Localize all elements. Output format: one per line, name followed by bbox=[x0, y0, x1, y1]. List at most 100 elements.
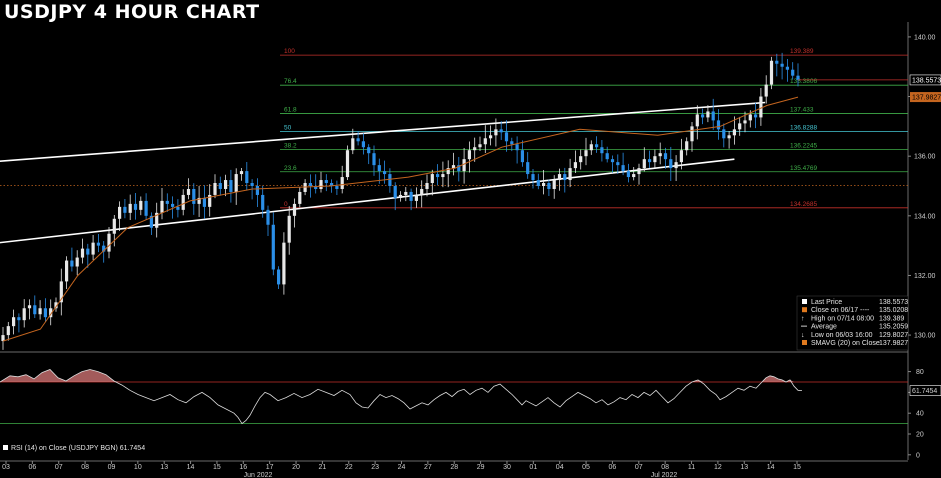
date-tick-label: 22 bbox=[345, 464, 353, 471]
candle-body bbox=[695, 114, 699, 127]
date-tick-label: 01 bbox=[529, 464, 537, 471]
candle bbox=[769, 56, 774, 90]
candle bbox=[75, 250, 79, 276]
candle bbox=[229, 169, 233, 203]
fib-percent-label: 38.2 bbox=[284, 142, 297, 149]
candle bbox=[102, 241, 106, 263]
candle bbox=[489, 125, 493, 146]
legend-value: 137.9827 bbox=[879, 340, 908, 347]
candle-body bbox=[515, 144, 519, 151]
fib-percent-label: 23.6 bbox=[284, 165, 297, 172]
candle bbox=[515, 136, 519, 164]
candle bbox=[663, 147, 668, 169]
candle bbox=[754, 102, 758, 129]
candle bbox=[775, 53, 779, 77]
legend-item: Average 135.2059 bbox=[801, 324, 908, 331]
candle-body bbox=[17, 317, 21, 321]
date-tick-label: 08 bbox=[81, 464, 89, 471]
candle-body bbox=[213, 183, 217, 195]
candle-body bbox=[96, 242, 100, 246]
candle-body bbox=[160, 200, 164, 213]
candle-body bbox=[287, 215, 291, 243]
candle bbox=[695, 105, 699, 140]
candle-body bbox=[351, 138, 355, 151]
candle bbox=[165, 193, 169, 213]
candle-body bbox=[43, 308, 47, 318]
candle bbox=[393, 182, 397, 211]
candle-body bbox=[271, 224, 275, 270]
candle-body bbox=[457, 165, 461, 172]
candle bbox=[727, 130, 731, 149]
candle bbox=[605, 146, 609, 163]
legend-marker bbox=[802, 299, 807, 304]
sma-line bbox=[2, 96, 799, 342]
date-tick-label: 15 bbox=[793, 464, 801, 471]
candle bbox=[213, 174, 217, 199]
candle-body bbox=[451, 165, 456, 169]
date-tick-label: 16 bbox=[239, 464, 247, 471]
candle bbox=[785, 59, 789, 82]
date-axis: 03 06 07 08 09 10 13 14 15 16 17 20 21 22 23 24 27 28 29 30… bbox=[2, 461, 801, 478]
legend-value: 135.0208 bbox=[879, 307, 908, 314]
candle-body bbox=[764, 84, 768, 97]
fib-percent-label: 50 bbox=[284, 124, 292, 131]
candle-body bbox=[314, 186, 318, 189]
price-tick-label: 132.00 bbox=[914, 273, 936, 280]
candle-body bbox=[754, 114, 758, 118]
candle bbox=[49, 299, 53, 326]
candle-body bbox=[261, 194, 265, 210]
candle-body bbox=[669, 159, 673, 169]
date-tick-label: 05 bbox=[582, 464, 590, 471]
candle bbox=[732, 116, 736, 145]
candle bbox=[107, 227, 111, 259]
candle bbox=[12, 309, 16, 335]
candle-body bbox=[70, 260, 74, 267]
candle bbox=[446, 160, 450, 188]
candle bbox=[791, 62, 795, 80]
candle bbox=[345, 145, 350, 181]
candle-body bbox=[658, 153, 662, 157]
candle-body bbox=[118, 206, 122, 219]
candle bbox=[764, 75, 768, 104]
candle-body bbox=[595, 144, 599, 148]
candle-body bbox=[224, 180, 228, 189]
candle-body bbox=[446, 168, 450, 175]
legend-label: Low on 06/03 16:00 bbox=[811, 332, 873, 339]
legend-value: 129.8027 bbox=[879, 332, 908, 339]
rsi-legend: RSI (14) on Close (USDJPY BGN) 61.7454 bbox=[11, 445, 145, 452]
legend-item: ↓ Low on 06/03 16:00 129.8027 bbox=[801, 332, 908, 339]
candle bbox=[133, 192, 138, 220]
candle-body bbox=[335, 186, 339, 189]
candle-body bbox=[59, 281, 63, 303]
candle-body bbox=[155, 212, 159, 228]
rsi-tick-label: 80 bbox=[916, 369, 924, 376]
candle-body bbox=[711, 111, 715, 121]
candle bbox=[632, 167, 636, 181]
candle-body bbox=[398, 194, 403, 198]
candle bbox=[414, 187, 418, 208]
candle bbox=[674, 155, 678, 181]
date-tick-label: 09 bbox=[108, 464, 116, 471]
legend-value: 135.2059 bbox=[879, 324, 908, 331]
date-tick-label: 21 bbox=[319, 464, 327, 471]
rsi-overbought-fill bbox=[0, 369, 802, 382]
candle bbox=[208, 184, 212, 217]
candle-body bbox=[330, 183, 334, 186]
candle-body bbox=[441, 174, 445, 178]
rsi-value-box bbox=[909, 385, 941, 396]
candle-body bbox=[738, 123, 742, 130]
candle-body bbox=[769, 60, 774, 85]
candle-body bbox=[292, 203, 297, 216]
candle-body bbox=[393, 186, 397, 198]
candle bbox=[266, 205, 270, 237]
candle-body bbox=[600, 147, 604, 154]
candle bbox=[171, 196, 175, 219]
candle bbox=[255, 178, 259, 208]
candle-body bbox=[75, 257, 79, 267]
date-tick-label: 28 bbox=[450, 464, 458, 471]
candle-body bbox=[303, 183, 307, 192]
candle-body bbox=[186, 188, 191, 195]
fib-percent-label: 100 bbox=[284, 48, 295, 55]
candle bbox=[441, 161, 445, 188]
candle bbox=[610, 155, 615, 173]
